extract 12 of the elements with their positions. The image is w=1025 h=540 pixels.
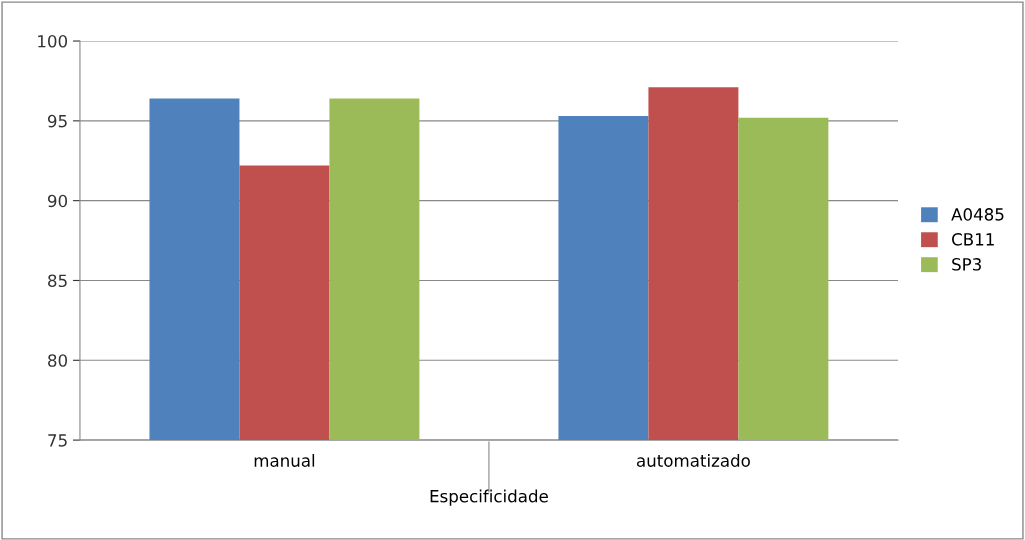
x-tick-label: manual	[254, 453, 315, 467]
legend-label: SP3	[952, 258, 981, 271]
legend-label: A0485	[951, 208, 1004, 221]
x-axis-title: Especificidade	[430, 489, 548, 506]
y-tick-label: 90	[47, 194, 68, 208]
y-tick-label: 85	[48, 274, 67, 288]
y-tick-label: 100	[38, 35, 68, 48]
legend-label: CB11	[952, 233, 994, 246]
y-tick-label: 75	[48, 434, 67, 447]
y-tick-label: 95	[47, 114, 67, 128]
y-tick-label: 80	[48, 354, 68, 367]
x-tick-label: automatizado	[636, 453, 750, 467]
